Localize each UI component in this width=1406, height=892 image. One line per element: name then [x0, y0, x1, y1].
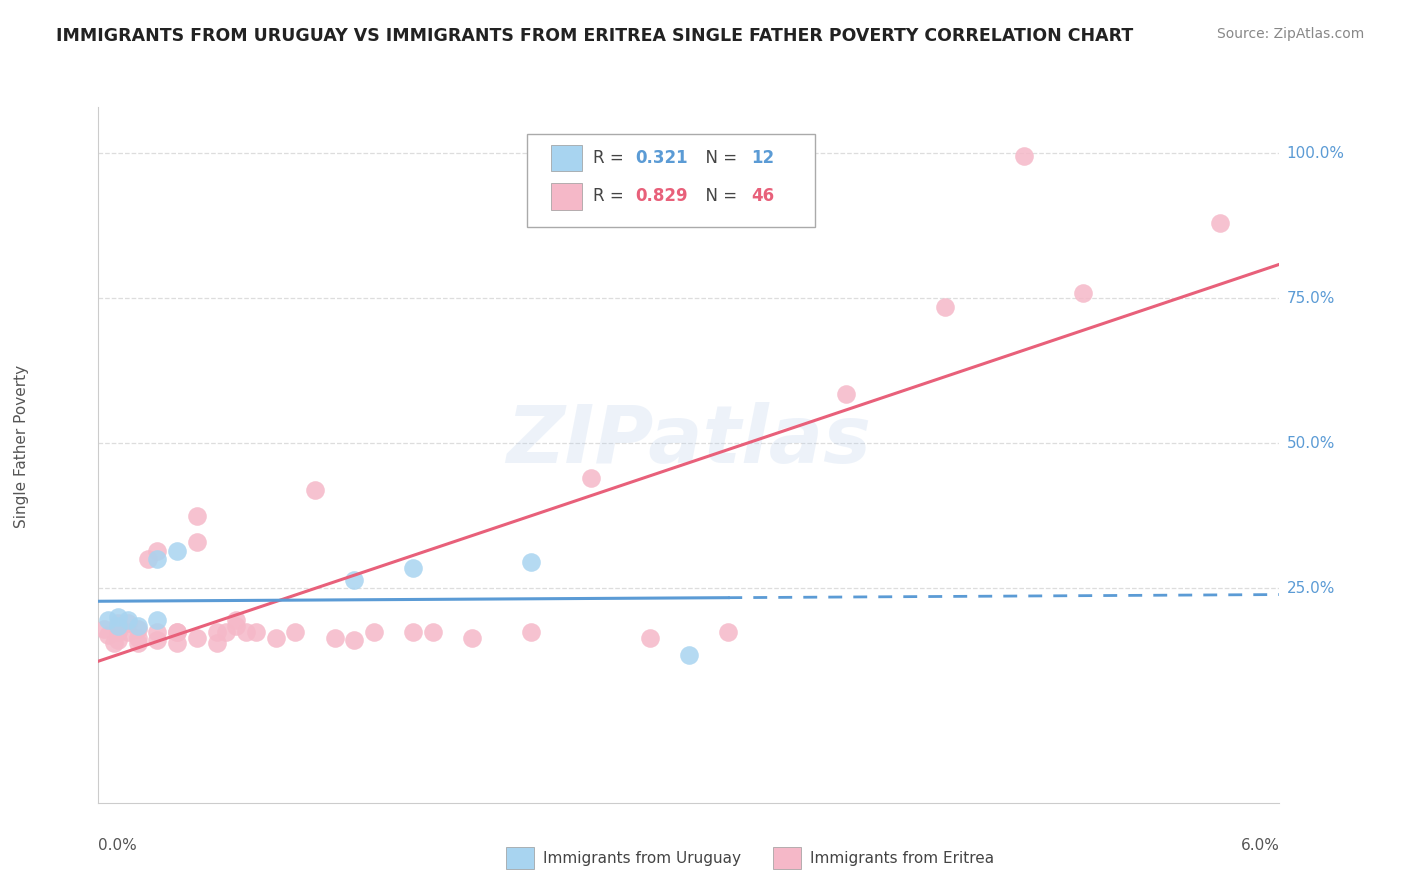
Text: R =: R =	[593, 149, 630, 167]
Point	[97, 628, 120, 642]
Point	[363, 624, 385, 639]
Point	[107, 610, 129, 624]
Point	[127, 622, 149, 636]
Text: IMMIGRANTS FROM URUGUAY VS IMMIGRANTS FROM ERITREA SINGLE FATHER POVERTY CORRELA: IMMIGRANTS FROM URUGUAY VS IMMIGRANTS FR…	[56, 27, 1133, 45]
Point	[717, 624, 740, 639]
Point	[284, 624, 307, 639]
Text: 75.0%: 75.0%	[1286, 291, 1334, 306]
Point	[107, 624, 129, 639]
Point	[264, 631, 287, 645]
Point	[127, 619, 149, 633]
Point	[343, 573, 366, 587]
Point	[146, 552, 169, 566]
Point	[304, 483, 326, 497]
Point	[117, 613, 139, 627]
Text: 0.321: 0.321	[636, 149, 688, 167]
Point	[166, 624, 188, 639]
Point	[225, 613, 247, 627]
Point	[127, 636, 149, 650]
Point	[103, 636, 125, 650]
Point	[205, 636, 228, 650]
Text: 12: 12	[751, 149, 773, 167]
Text: Immigrants from Uruguay: Immigrants from Uruguay	[543, 851, 741, 865]
Point	[678, 648, 700, 662]
Point	[186, 534, 208, 549]
Point	[215, 624, 238, 639]
Text: R =: R =	[593, 187, 630, 205]
Point	[245, 624, 267, 639]
Point	[97, 613, 120, 627]
Point	[1209, 216, 1232, 230]
Text: Single Father Poverty: Single Father Poverty	[14, 365, 28, 527]
Point	[520, 624, 543, 639]
Point	[186, 508, 208, 523]
Point	[205, 624, 228, 639]
Point	[117, 615, 139, 630]
Point	[186, 631, 208, 645]
Point	[323, 631, 346, 645]
Text: 0.0%: 0.0%	[98, 838, 138, 854]
Point	[835, 387, 858, 401]
Point	[127, 631, 149, 645]
Point	[166, 624, 188, 639]
Point	[1012, 149, 1035, 163]
Point	[166, 636, 188, 650]
Text: 100.0%: 100.0%	[1286, 146, 1344, 161]
Point	[107, 615, 129, 630]
Point	[402, 624, 425, 639]
Point	[166, 543, 188, 558]
Point	[225, 619, 247, 633]
Point	[461, 631, 484, 645]
Point	[1071, 285, 1094, 300]
Point	[146, 543, 169, 558]
Text: N =: N =	[695, 149, 742, 167]
Point	[402, 561, 425, 575]
Point	[235, 624, 257, 639]
Point	[422, 624, 444, 639]
Text: 0.829: 0.829	[636, 187, 688, 205]
Point	[107, 633, 129, 648]
Point	[146, 624, 169, 639]
Point	[579, 471, 602, 485]
Text: N =: N =	[695, 187, 742, 205]
Text: Immigrants from Eritrea: Immigrants from Eritrea	[810, 851, 994, 865]
Point	[117, 624, 139, 639]
Text: Source: ZipAtlas.com: Source: ZipAtlas.com	[1216, 27, 1364, 41]
Point	[343, 633, 366, 648]
Text: 46: 46	[751, 187, 773, 205]
Text: 6.0%: 6.0%	[1240, 838, 1279, 854]
Point	[520, 555, 543, 569]
Point	[107, 619, 129, 633]
Text: 25.0%: 25.0%	[1286, 581, 1334, 596]
Point	[638, 631, 661, 645]
Text: ZIPatlas: ZIPatlas	[506, 402, 872, 480]
Text: 50.0%: 50.0%	[1286, 436, 1334, 450]
Point	[93, 622, 115, 636]
Point	[136, 552, 159, 566]
Point	[146, 613, 169, 627]
Point	[146, 633, 169, 648]
Point	[934, 300, 956, 314]
